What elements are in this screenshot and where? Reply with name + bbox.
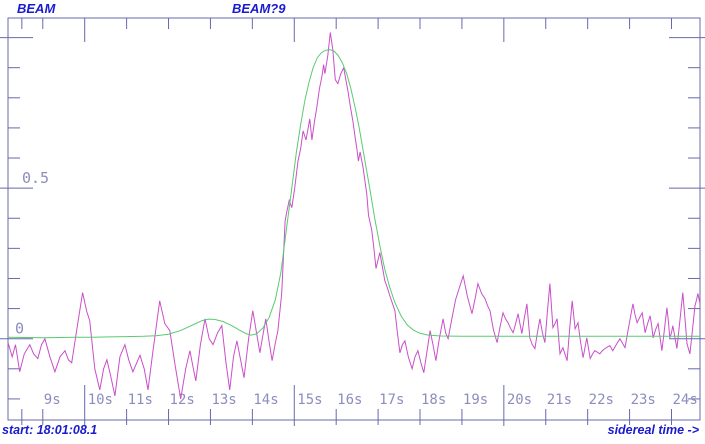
x-tick-label-22s: 22s [589, 392, 614, 408]
x-tick-label-18s: 18s [421, 392, 446, 408]
x-tick-label-17s: 17s [379, 392, 404, 408]
window-title: BEAM [17, 1, 56, 16]
y-tick-label-0.5: 0.5 [22, 169, 49, 187]
start-time-label: start: 18:01:08.1 [2, 423, 98, 437]
y-tick-label-0: 0 [15, 320, 24, 338]
beam-signal-trace [7, 32, 701, 399]
x-tick-label-11s: 11s [128, 392, 153, 408]
x-tick-label-9s: 9s [44, 392, 61, 408]
x-tick-label-16s: 16s [337, 392, 362, 408]
gaussian-fit-trace [7, 49, 700, 339]
x-tick-label-14s: 14s [253, 392, 278, 408]
x-tick-label-23s: 23s [631, 392, 656, 408]
plot-frame [7, 17, 701, 421]
x-axis-title: sidereal time -> [607, 423, 699, 437]
x-tick-label-20s: 20s [507, 392, 532, 408]
x-tick-label-15s: 15s [297, 392, 322, 408]
x-tick-label-19s: 19s [463, 392, 488, 408]
plot-title: BEAM?9 [232, 1, 286, 16]
x-tick-label-12s: 12s [170, 392, 195, 408]
x-tick-label-21s: 21s [547, 392, 572, 408]
x-tick-label-10s: 10s [88, 392, 113, 408]
x-tick-label-24s: 24s [672, 392, 697, 408]
x-tick-label-13s: 13s [211, 392, 236, 408]
